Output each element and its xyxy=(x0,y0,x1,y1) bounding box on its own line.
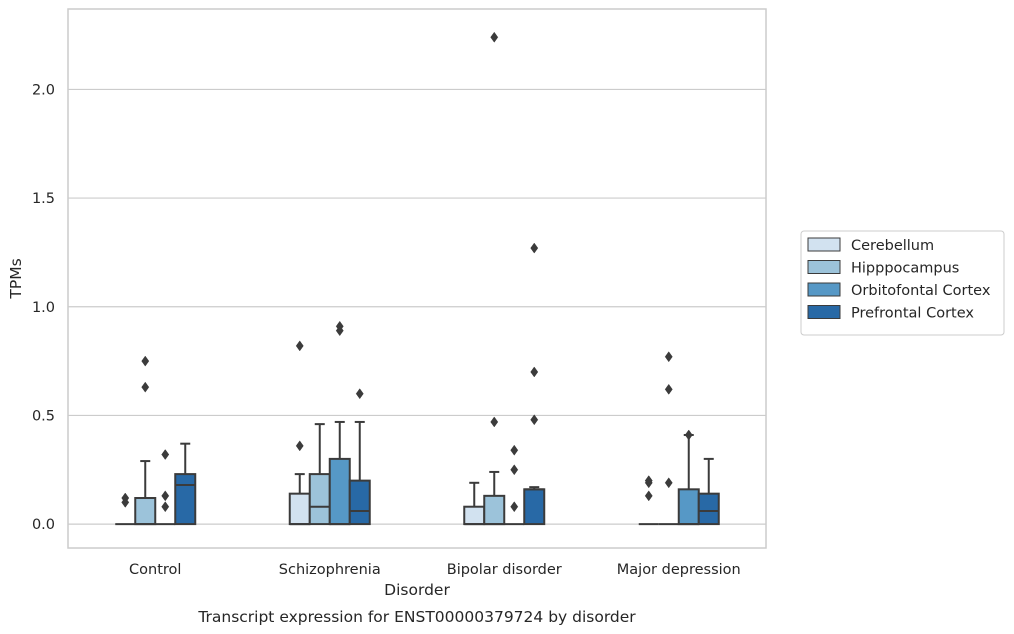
box-group xyxy=(308,423,331,526)
outlier-point xyxy=(335,320,344,332)
box-group xyxy=(677,429,700,526)
box-group xyxy=(155,449,176,526)
grid-lines xyxy=(68,88,766,525)
y-tick-label: 2.0 xyxy=(32,82,55,98)
legend-swatch xyxy=(807,237,841,252)
legend: Cerebellum Hipppocampus Orbitofontal Corte… xyxy=(800,230,1005,336)
y-axis-title: TPMs xyxy=(7,258,25,299)
outlier-point xyxy=(644,475,653,487)
box-group xyxy=(463,481,486,526)
box xyxy=(328,457,351,526)
x-axis-ticks: Control Schizophrenia Bipolar disorder Majo… xyxy=(129,562,741,578)
outlier-point xyxy=(295,340,304,352)
legend-label: Cerebellum xyxy=(851,238,934,254)
outlier-point xyxy=(161,449,170,460)
legend-label: Prefrontal Cortex xyxy=(851,306,974,322)
box-group xyxy=(288,340,311,526)
y-axis-ticks: 0.0 0.5 1.0 1.5 2.0 xyxy=(32,82,55,533)
legend-label: Orbitofontal Cortex xyxy=(851,283,991,299)
legend-swatch xyxy=(807,305,841,319)
y-tick-label: 0.0 xyxy=(32,517,55,533)
box xyxy=(523,488,546,526)
legend-swatch xyxy=(807,260,841,274)
box-group xyxy=(483,31,506,526)
y-tick-label: 0.5 xyxy=(32,408,55,424)
box-group xyxy=(523,242,546,526)
outlier-point xyxy=(510,464,519,476)
outlier-point xyxy=(355,388,364,400)
outlier-point xyxy=(161,490,170,502)
box xyxy=(483,494,506,526)
outlier-point xyxy=(121,492,130,504)
box-group xyxy=(174,442,197,526)
outlier-point xyxy=(664,351,673,363)
y-tick-label: 1.0 xyxy=(32,300,55,316)
box-group xyxy=(328,320,351,526)
outlier-point xyxy=(490,416,499,428)
outlier-point xyxy=(530,242,539,254)
x-tick-label: Bipolar disorder xyxy=(447,562,562,578)
box-group xyxy=(348,388,371,526)
outlier-point xyxy=(161,501,170,513)
x-tick-label: Schizophrenia xyxy=(279,562,381,578)
box-group xyxy=(504,444,525,526)
box-group xyxy=(134,355,157,526)
box xyxy=(463,505,486,526)
outlier-point xyxy=(684,429,693,441)
box xyxy=(677,488,700,526)
box-group xyxy=(658,351,679,526)
outlier-point xyxy=(295,440,304,452)
box-group xyxy=(638,475,659,526)
outlier-point xyxy=(644,490,653,502)
legend-swatch xyxy=(807,282,841,297)
outlier-point xyxy=(664,383,673,395)
box-plots xyxy=(115,31,720,526)
box xyxy=(348,479,371,526)
outlier-point xyxy=(490,31,499,43)
box xyxy=(308,473,331,526)
chart-caption: Transcript expression for ENST0000037972… xyxy=(197,608,636,626)
outlier-point xyxy=(510,444,519,456)
box xyxy=(134,497,157,526)
x-axis-title: Disorder xyxy=(384,581,450,599)
outlier-point xyxy=(530,414,539,426)
outlier-point xyxy=(141,355,150,367)
box xyxy=(174,473,197,526)
box-group xyxy=(115,492,136,526)
outlier-point xyxy=(664,477,673,489)
plot-frame xyxy=(67,8,767,549)
box xyxy=(697,492,720,526)
x-tick-label: Major depression xyxy=(617,562,741,578)
x-tick-label: Control xyxy=(129,562,181,578)
legend-label: Hipppocampus xyxy=(851,261,959,277)
legend-frame xyxy=(800,230,1005,336)
box xyxy=(288,492,311,526)
outlier-point xyxy=(141,381,150,393)
outlier-point xyxy=(510,501,519,513)
box-group xyxy=(697,457,720,526)
outlier-point xyxy=(530,366,539,378)
y-tick-label: 1.5 xyxy=(32,191,55,207)
